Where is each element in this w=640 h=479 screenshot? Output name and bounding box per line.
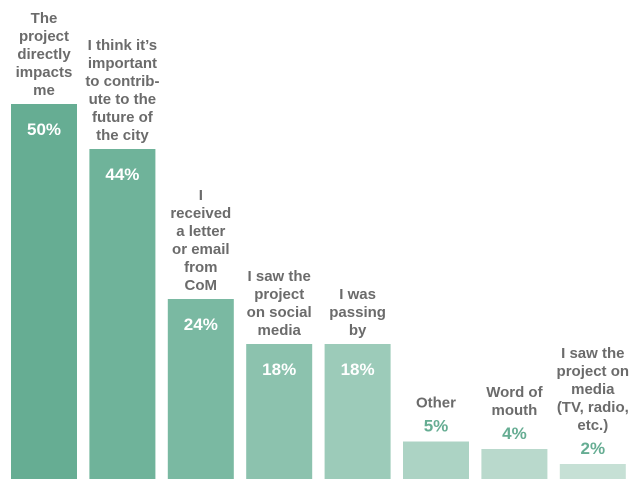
bar-2 xyxy=(89,149,156,479)
category-label-5: I was passing by xyxy=(329,286,386,339)
category-label-8: I saw the project on media (TV, radio, etc.) xyxy=(557,345,630,434)
value-label-3: 24% xyxy=(184,315,218,334)
bar-1 xyxy=(11,104,77,479)
category-label-4: I saw the project on social media xyxy=(247,268,312,339)
value-label-1: 50% xyxy=(27,120,61,139)
value-label-5: 18% xyxy=(341,360,375,379)
category-label-2: I think it’s important to contrib-ute to t… xyxy=(85,37,159,144)
category-label-6: Other xyxy=(416,395,456,412)
value-label-8: 2% xyxy=(581,439,606,458)
category-label-7: Word of mouth xyxy=(486,384,543,419)
category-label-1: The project directly impacts me xyxy=(16,10,73,99)
value-label-4: 18% xyxy=(262,360,296,379)
value-label-6: 5% xyxy=(424,417,449,436)
bar-8 xyxy=(559,464,626,479)
bar-3 xyxy=(167,299,234,479)
bar-4 xyxy=(246,344,313,479)
bar-6 xyxy=(403,441,469,479)
value-label-7: 4% xyxy=(502,424,527,443)
bar-7 xyxy=(481,449,548,479)
bar-5 xyxy=(324,344,391,479)
value-label-2: 44% xyxy=(105,165,139,184)
